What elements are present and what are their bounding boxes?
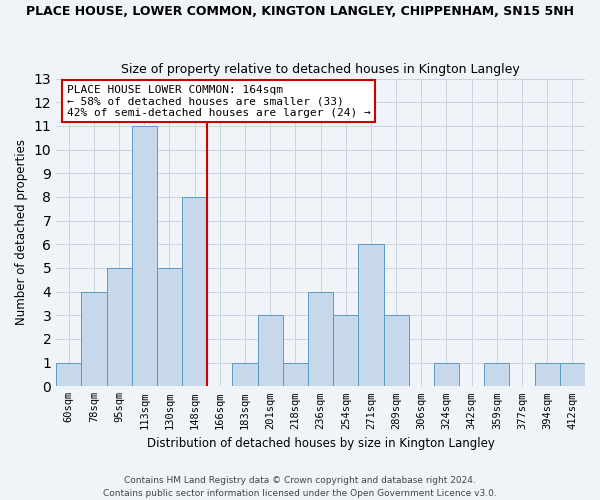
- Bar: [257, 316, 283, 386]
- Bar: [333, 316, 358, 386]
- Bar: [535, 362, 560, 386]
- Bar: [157, 268, 182, 386]
- Bar: [107, 268, 132, 386]
- Bar: [182, 197, 207, 386]
- Title: Size of property relative to detached houses in Kington Langley: Size of property relative to detached ho…: [121, 63, 520, 76]
- Bar: [232, 362, 257, 386]
- Bar: [383, 316, 409, 386]
- Bar: [358, 244, 383, 386]
- Bar: [560, 362, 585, 386]
- Bar: [56, 362, 82, 386]
- Y-axis label: Number of detached properties: Number of detached properties: [15, 140, 28, 326]
- Bar: [132, 126, 157, 386]
- Bar: [283, 362, 308, 386]
- Bar: [82, 292, 107, 386]
- Text: Contains HM Land Registry data © Crown copyright and database right 2024.
Contai: Contains HM Land Registry data © Crown c…: [103, 476, 497, 498]
- X-axis label: Distribution of detached houses by size in Kington Langley: Distribution of detached houses by size …: [146, 437, 494, 450]
- Bar: [434, 362, 459, 386]
- Text: PLACE HOUSE LOWER COMMON: 164sqm
← 58% of detached houses are smaller (33)
42% o: PLACE HOUSE LOWER COMMON: 164sqm ← 58% o…: [67, 84, 370, 118]
- Bar: [484, 362, 509, 386]
- Text: PLACE HOUSE, LOWER COMMON, KINGTON LANGLEY, CHIPPENHAM, SN15 5NH: PLACE HOUSE, LOWER COMMON, KINGTON LANGL…: [26, 5, 574, 18]
- Bar: [308, 292, 333, 386]
